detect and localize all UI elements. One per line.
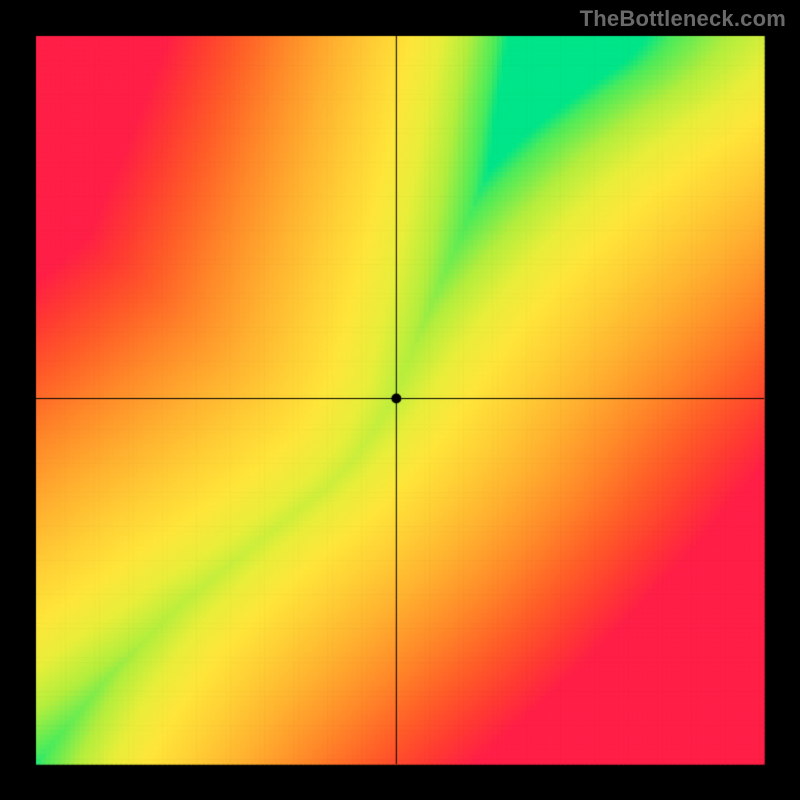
watermark-label: TheBottleneck.com [580, 6, 786, 32]
bottleneck-heatmap [0, 0, 800, 800]
